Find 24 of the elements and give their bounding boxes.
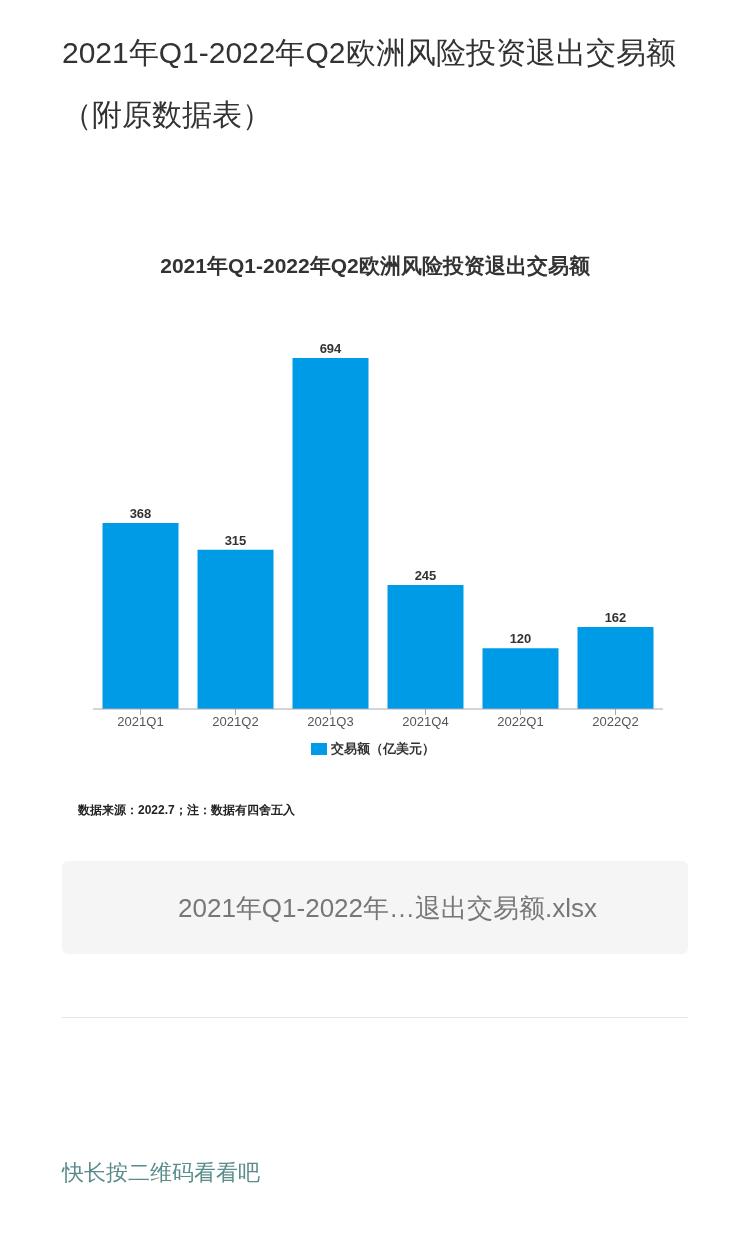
x-tick-label: 2021Q4 bbox=[402, 714, 449, 730]
source-note: 数据来源：2022.7；注：数据有四舍五入 bbox=[78, 802, 295, 819]
data-label: 368 bbox=[129, 505, 152, 521]
data-label: 245 bbox=[414, 568, 437, 584]
text: 2021年Q1-2022年…退出交易额.xlsx bbox=[178, 892, 598, 925]
chart-title: 2021年Q1-2022年Q2欧洲风险投资退出交易额（附原数据表） bbox=[62, 35, 677, 133]
data-label: 315 bbox=[224, 532, 247, 548]
bar bbox=[197, 549, 274, 709]
x-tick-label: 2022Q2 bbox=[592, 714, 639, 730]
x-tick-label: 2021Q2 bbox=[212, 714, 259, 730]
data-label: 120 bbox=[509, 631, 532, 647]
legend-label: 交易额（亿美元） bbox=[331, 741, 435, 756]
x-tick-label: 2021Q1 bbox=[117, 714, 164, 730]
x-tick-label: 2021Q3 bbox=[307, 714, 354, 730]
chart-subtitle: 2021年Q1-2022年Q2欧洲风险投资退出交易额 bbox=[159, 253, 591, 279]
x-tick-label: 2022Q1 bbox=[497, 714, 544, 730]
bar bbox=[482, 648, 559, 709]
bar bbox=[292, 358, 369, 709]
bar bbox=[102, 522, 179, 709]
data-label: 162 bbox=[604, 610, 627, 626]
data-label: 694 bbox=[319, 341, 343, 356]
bar bbox=[577, 627, 654, 709]
text: 快长按二维码看看吧 bbox=[62, 1159, 260, 1187]
bar bbox=[387, 585, 464, 709]
